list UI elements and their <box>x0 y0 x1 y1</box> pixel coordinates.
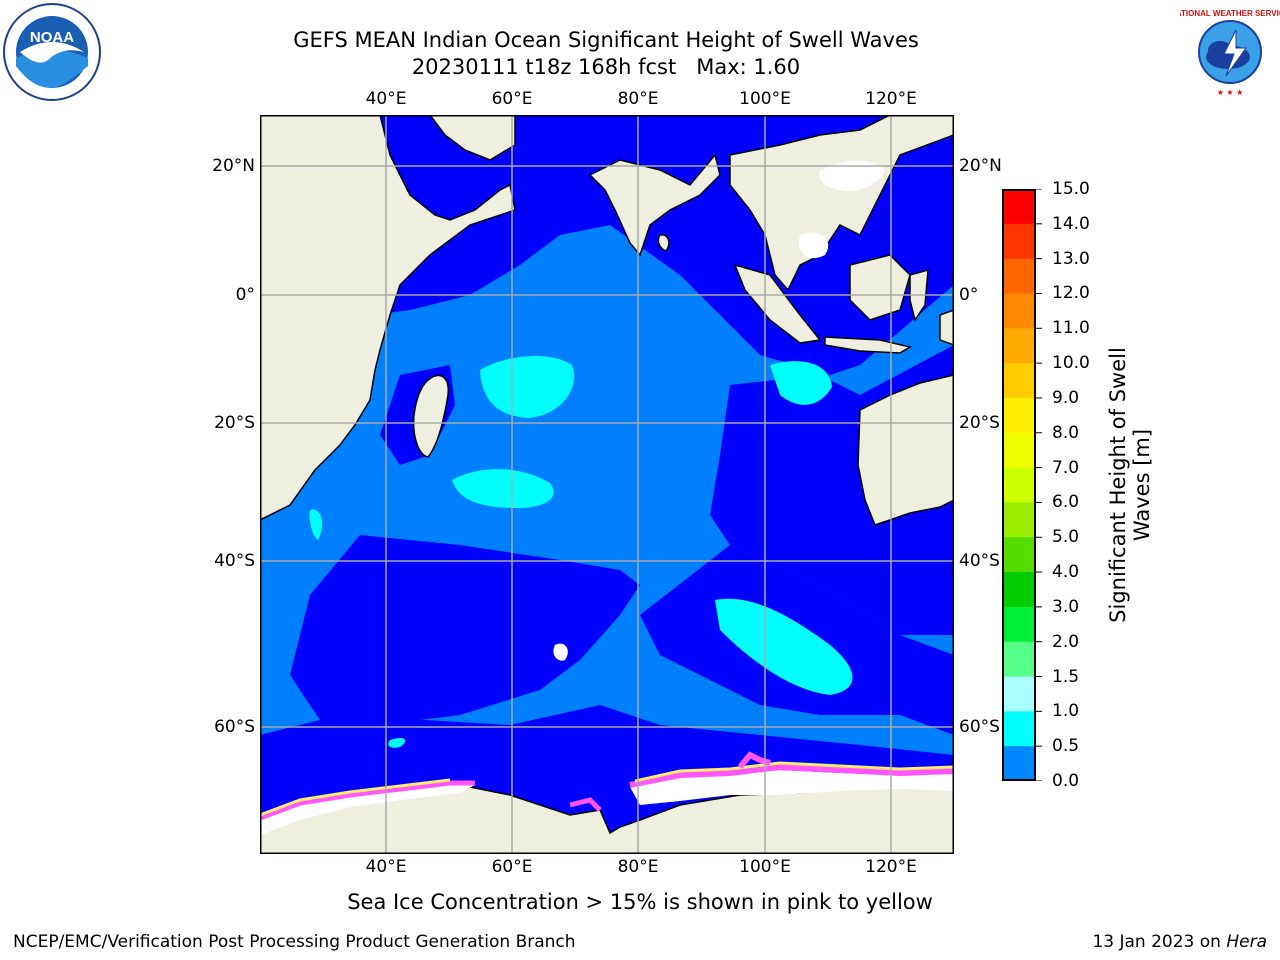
lat-label-right-0: 0° <box>959 285 979 305</box>
map-area <box>260 115 954 854</box>
colorbar-label: 8.0 <box>1052 422 1080 443</box>
swell-band-0-0p5 <box>260 115 954 854</box>
colorbar-label: 0.5 <box>1052 736 1080 757</box>
lon-label-top-100e: 100°E <box>739 89 791 109</box>
colorbar-swatch <box>1002 258 1036 294</box>
swell-band-1-1p5 <box>309 355 853 748</box>
colorbar <box>1002 189 1042 781</box>
colorbar-label: 9.0 <box>1052 387 1080 408</box>
footer-host: Hera <box>1226 932 1267 952</box>
sea-ice <box>260 160 954 835</box>
lat-label-right-40s: 40°S <box>959 551 1000 571</box>
colorbar-label: 4.0 <box>1052 562 1080 583</box>
noaa-logo-text: NOAA <box>30 29 74 46</box>
colorbar-label: 13.0 <box>1052 248 1090 269</box>
colorbar-label: 1.5 <box>1052 666 1080 687</box>
colorbar-swatch <box>1002 293 1036 329</box>
lon-label-top-80e: 80°E <box>617 89 659 109</box>
lon-label-bottom-40e: 40°E <box>365 857 407 877</box>
colorbar-label: 12.0 <box>1052 283 1090 304</box>
nws-logo-text: NATIONAL WEATHER SERVICE <box>1180 9 1280 18</box>
colorbar-swatch <box>1002 572 1036 608</box>
colorbar-swatch <box>1002 363 1036 399</box>
colorbar-label: 1.0 <box>1052 701 1080 722</box>
ice-edge <box>260 751 954 821</box>
lon-label-top-120e: 120°E <box>865 89 917 109</box>
lat-label-left-60s: 60°S <box>214 717 255 737</box>
gridlines <box>260 115 954 854</box>
colorbar-label: 5.0 <box>1052 527 1080 548</box>
lat-label-left-20n: 20°N <box>212 156 255 176</box>
footer-credit: NCEP/EMC/Verification Post Processing Pr… <box>13 932 576 952</box>
colorbar-label: 3.0 <box>1052 596 1080 617</box>
lat-label-left-0: 0° <box>235 285 255 305</box>
lat-label-right-20n: 20°N <box>959 156 1002 176</box>
colorbar-swatch <box>1002 467 1036 503</box>
lat-label-left-20s: 20°S <box>214 413 255 433</box>
lon-label-top-60e: 60°E <box>491 89 533 109</box>
colorbar-title-line2: Waves [m] <box>1130 428 1154 542</box>
sea-ice-caption: Sea Ice Concentration > 15% is shown in … <box>347 890 933 914</box>
nws-stars: ★ ★ ★ <box>1217 88 1244 97</box>
colorbar-swatch <box>1002 189 1036 225</box>
colorbar-swatch <box>1002 397 1036 434</box>
colorbar-title: Significant Height of Swell Waves [m] <box>1106 305 1154 665</box>
footer-date: 13 Jan 2023 on Hera <box>1092 932 1267 952</box>
colorbar-label: 14.0 <box>1052 213 1090 234</box>
map-subtitle: 20230111 t18z 168h fcst Max: 1.60 <box>411 55 801 79</box>
colorbar-label: 6.0 <box>1052 492 1080 513</box>
lon-label-bottom-80e: 80°E <box>617 857 659 877</box>
lon-label-bottom-60e: 60°E <box>491 857 533 877</box>
noaa-logo: NOAA <box>3 3 101 101</box>
colorbar-swatch <box>1002 676 1036 712</box>
footer-date-text: 13 Jan 2023 on <box>1092 932 1227 952</box>
lon-label-bottom-120e: 120°E <box>865 857 917 877</box>
colorbar-swatch <box>1002 711 1036 747</box>
lon-label-top-40e: 40°E <box>365 89 407 109</box>
colorbar-label: 15.0 <box>1052 179 1090 199</box>
map-frame <box>260 115 954 854</box>
colorbar-swatch <box>1002 641 1036 678</box>
colorbar-label: 11.0 <box>1052 318 1090 339</box>
colorbar-frame <box>1002 189 1036 781</box>
lat-label-right-20s: 20°S <box>959 413 1000 433</box>
nws-logo: NATIONAL WEATHER SERVICE ★ ★ ★ <box>1180 4 1280 100</box>
land-masses <box>260 115 954 854</box>
lat-label-left-40s: 40°S <box>214 551 255 571</box>
colorbar-label: 7.0 <box>1052 457 1080 478</box>
lon-label-bottom-100e: 100°E <box>739 857 791 877</box>
colorbar-swatch <box>1002 537 1036 573</box>
colorbar-swatch <box>1002 223 1036 260</box>
colorbar-title-line1: Significant Height of Swell <box>1106 347 1130 623</box>
colorbar-label: 10.0 <box>1052 353 1090 374</box>
colorbar-swatch <box>1002 502 1036 538</box>
colorbar-label: 2.0 <box>1052 631 1080 652</box>
map-title: GEFS MEAN Indian Ocean Significant Heigh… <box>293 28 919 52</box>
lat-label-right-60s: 60°S <box>959 717 1000 737</box>
colorbar-swatch <box>1002 432 1036 469</box>
colorbar-swatch <box>1002 328 1036 364</box>
colorbar-label: 0.0 <box>1052 771 1080 791</box>
colorbar-swatch <box>1002 746 1036 781</box>
colorbar-swatch <box>1002 606 1036 643</box>
